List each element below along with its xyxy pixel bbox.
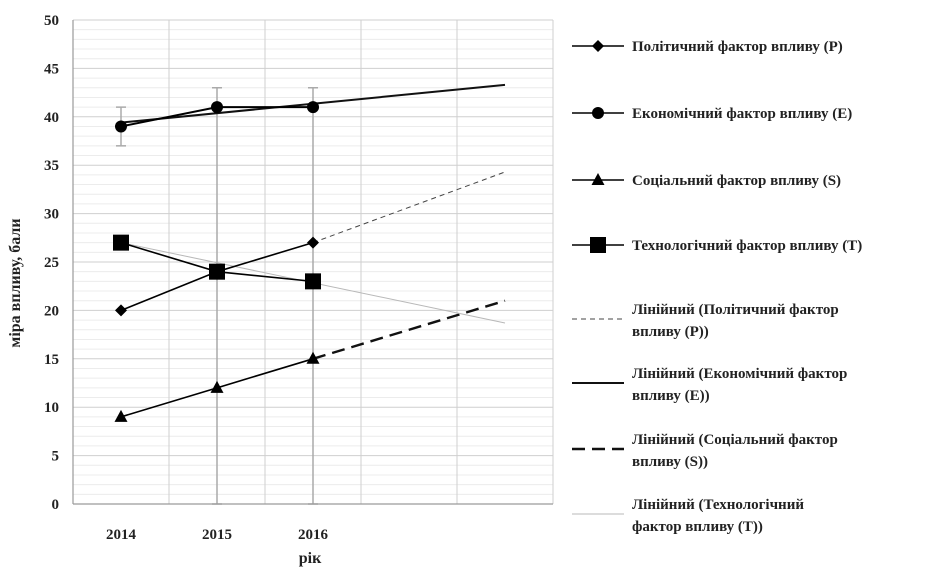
y-tick-label: 20 [44, 303, 59, 319]
legend-swatch-marker [591, 173, 605, 185]
legend-swatch-marker [592, 40, 604, 52]
legend-label: Технологічний фактор впливу (T) [632, 238, 862, 254]
x-tick-label: 2015 [202, 527, 232, 543]
x-tick-label: 2014 [106, 527, 137, 543]
legend-label: Економічний фактор впливу (E) [632, 106, 852, 122]
data-point [115, 304, 127, 317]
data-point [209, 263, 225, 280]
legend-label: Лінійний (Політичний фактор [632, 302, 839, 318]
data-point [113, 234, 129, 251]
legend-label: Лінійний (Технологічний [632, 497, 804, 513]
data-point [210, 380, 224, 393]
data-point [307, 101, 319, 114]
y-tick-label: 10 [44, 400, 59, 416]
data-point [305, 273, 321, 290]
legend-label: впливу (P)) [632, 324, 709, 340]
axes: 0 5 10 15 20 25 30 35 40 45 50 2014 2015 2016 [44, 13, 553, 543]
y-tick-label: 25 [44, 255, 59, 271]
legend-label: Лінійний (Соціальний фактор [632, 432, 838, 448]
y-tick-label: 5 [52, 449, 60, 465]
data-point [306, 351, 320, 364]
y-tick-label: 50 [44, 13, 59, 29]
x-axis-title: рік [299, 550, 322, 567]
data-point [115, 120, 127, 133]
legend-swatch-marker [590, 237, 606, 253]
y-tick-label: 30 [44, 207, 59, 223]
series-markers [113, 101, 321, 422]
y-tick-label: 45 [44, 61, 59, 77]
legend: Політичний фактор впливу (P) Економічний … [572, 39, 862, 535]
y-tick-label: 0 [52, 497, 60, 513]
legend-label: впливу (E)) [632, 388, 710, 404]
legend-swatch-marker [592, 107, 604, 119]
legend-label: Лінійний (Економічний фактор [632, 366, 847, 382]
legend-label: Соціальний фактор впливу (S) [632, 173, 841, 189]
trendline [312, 171, 506, 244]
trendline [312, 299, 506, 360]
x-tick-label: 2016 [298, 527, 329, 543]
legend-label: впливу (S)) [632, 454, 708, 470]
data-point [114, 409, 128, 422]
legend-label: Політичний фактор впливу (P) [632, 39, 843, 55]
error-bars [116, 87, 318, 505]
data-point [211, 101, 223, 114]
legend-label: фактор впливу (T)) [632, 519, 763, 535]
y-tick-label: 15 [44, 352, 59, 368]
data-point [307, 236, 319, 249]
y-tick-label: 40 [44, 110, 59, 126]
y-tick-label: 35 [44, 158, 59, 174]
y-axis-title: міра впливу, бали [7, 218, 24, 347]
